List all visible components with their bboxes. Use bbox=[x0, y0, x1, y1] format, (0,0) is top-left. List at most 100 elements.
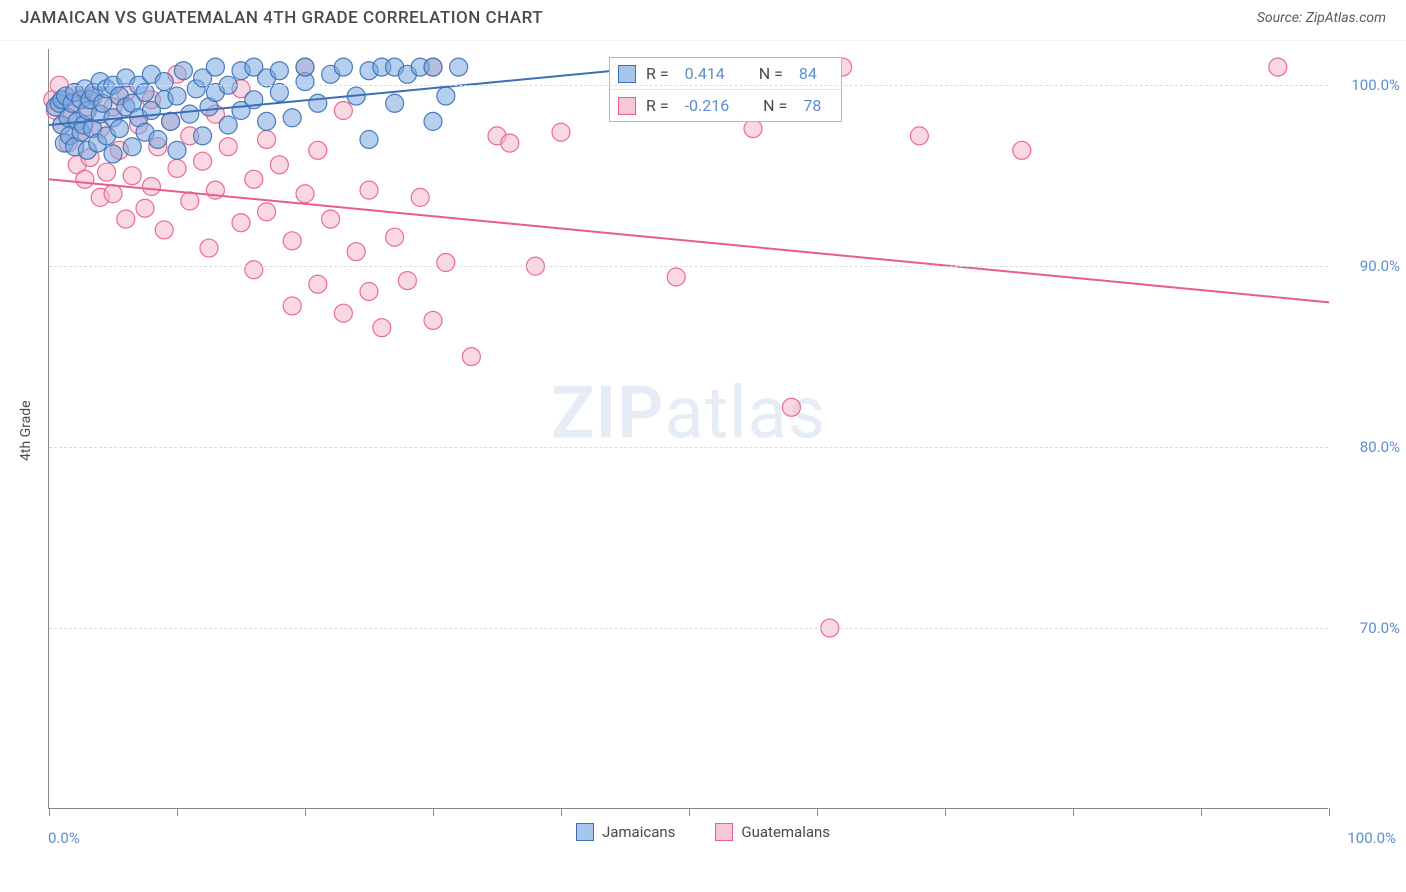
data-point bbox=[1269, 58, 1287, 76]
legend-swatch-guatemalans bbox=[715, 823, 733, 841]
data-point bbox=[142, 178, 160, 196]
data-point bbox=[782, 398, 800, 416]
r-value: -0.216 bbox=[685, 96, 730, 115]
data-point bbox=[258, 130, 276, 148]
data-point bbox=[155, 221, 173, 239]
data-point bbox=[181, 192, 199, 210]
regression-line bbox=[49, 179, 1329, 302]
data-point bbox=[200, 239, 218, 257]
data-point bbox=[206, 58, 224, 76]
data-point bbox=[245, 261, 263, 279]
data-point bbox=[283, 297, 301, 315]
data-point bbox=[360, 130, 378, 148]
data-point bbox=[334, 304, 352, 322]
data-point bbox=[386, 94, 404, 112]
data-point bbox=[181, 105, 199, 123]
data-point bbox=[309, 94, 327, 112]
data-point bbox=[386, 228, 404, 246]
source-label: Source: ZipAtlas.com bbox=[1257, 10, 1386, 26]
data-point bbox=[245, 170, 263, 188]
chart-title: JAMAICAN VS GUATEMALAN 4TH GRADE CORRELA… bbox=[20, 8, 543, 28]
legend-label: Jamaicans bbox=[602, 823, 675, 841]
data-point bbox=[155, 73, 173, 91]
data-point bbox=[270, 62, 288, 80]
legend: Jamaicans Guatemalans bbox=[0, 823, 1406, 841]
chart-area: 4th Grade ZIPatlas R = 0.414 N = 84 R = … bbox=[0, 41, 1406, 891]
data-point bbox=[123, 167, 141, 185]
data-point bbox=[296, 185, 314, 203]
data-point bbox=[322, 210, 340, 228]
data-point bbox=[104, 145, 122, 163]
data-point bbox=[270, 156, 288, 174]
data-point bbox=[117, 210, 135, 228]
data-point bbox=[910, 127, 928, 145]
data-point bbox=[219, 138, 237, 156]
plot-svg bbox=[49, 49, 1328, 808]
n-label: N = bbox=[763, 96, 787, 115]
data-point bbox=[360, 181, 378, 199]
data-point bbox=[194, 152, 212, 170]
data-point bbox=[168, 159, 186, 177]
data-point bbox=[411, 188, 429, 206]
data-point bbox=[501, 134, 519, 152]
data-point bbox=[168, 87, 186, 105]
data-point bbox=[258, 203, 276, 221]
data-point bbox=[437, 254, 455, 272]
swatch-jamaicans bbox=[618, 65, 636, 83]
legend-item-jamaicans: Jamaicans bbox=[576, 823, 675, 841]
data-point bbox=[334, 102, 352, 120]
stats-row-guatemalans: R = -0.216 N = 78 bbox=[610, 89, 841, 121]
data-point bbox=[360, 282, 378, 300]
data-point bbox=[232, 214, 250, 232]
data-point bbox=[462, 348, 480, 366]
data-point bbox=[123, 138, 141, 156]
data-point bbox=[162, 112, 180, 130]
data-point bbox=[398, 272, 416, 290]
data-point bbox=[174, 62, 192, 80]
n-value: 78 bbox=[803, 96, 821, 115]
data-point bbox=[437, 87, 455, 105]
n-label: N = bbox=[759, 64, 783, 83]
data-point bbox=[194, 127, 212, 145]
swatch-guatemalans bbox=[618, 97, 636, 115]
y-tick-label: 90.0% bbox=[1360, 257, 1400, 275]
data-point bbox=[450, 58, 468, 76]
data-point bbox=[149, 130, 167, 148]
r-label: R = bbox=[646, 64, 669, 83]
data-point bbox=[219, 116, 237, 134]
data-point bbox=[347, 243, 365, 261]
legend-swatch-jamaicans bbox=[576, 823, 594, 841]
data-point bbox=[309, 141, 327, 159]
data-point bbox=[98, 163, 116, 181]
data-point bbox=[168, 141, 186, 159]
data-point bbox=[667, 268, 685, 286]
data-point bbox=[373, 319, 391, 337]
n-value: 84 bbox=[799, 64, 817, 83]
y-tick-label: 80.0% bbox=[1360, 438, 1400, 456]
data-point bbox=[744, 120, 762, 138]
data-point bbox=[104, 185, 122, 203]
data-point bbox=[552, 123, 570, 141]
y-axis-label: 4th Grade bbox=[18, 400, 34, 461]
r-label: R = bbox=[646, 96, 669, 115]
data-point bbox=[258, 112, 276, 130]
data-point bbox=[424, 311, 442, 329]
stats-box: R = 0.414 N = 84 R = -0.216 N = 78 bbox=[609, 57, 842, 122]
data-point bbox=[76, 170, 94, 188]
data-point bbox=[110, 120, 128, 138]
plot-area: ZIPatlas R = 0.414 N = 84 R = -0.216 N =… bbox=[48, 49, 1328, 809]
data-point bbox=[309, 275, 327, 293]
data-point bbox=[283, 109, 301, 127]
data-point bbox=[334, 58, 352, 76]
legend-label: Guatemalans bbox=[741, 823, 830, 841]
data-point bbox=[136, 199, 154, 217]
header: JAMAICAN VS GUATEMALAN 4TH GRADE CORRELA… bbox=[0, 0, 1406, 41]
data-point bbox=[296, 58, 314, 76]
data-point bbox=[424, 112, 442, 130]
y-tick-label: 70.0% bbox=[1360, 619, 1400, 637]
data-point bbox=[283, 232, 301, 250]
r-value: 0.414 bbox=[685, 64, 725, 83]
y-tick-label: 100.0% bbox=[1351, 76, 1400, 94]
legend-item-guatemalans: Guatemalans bbox=[715, 823, 830, 841]
data-point bbox=[424, 58, 442, 76]
